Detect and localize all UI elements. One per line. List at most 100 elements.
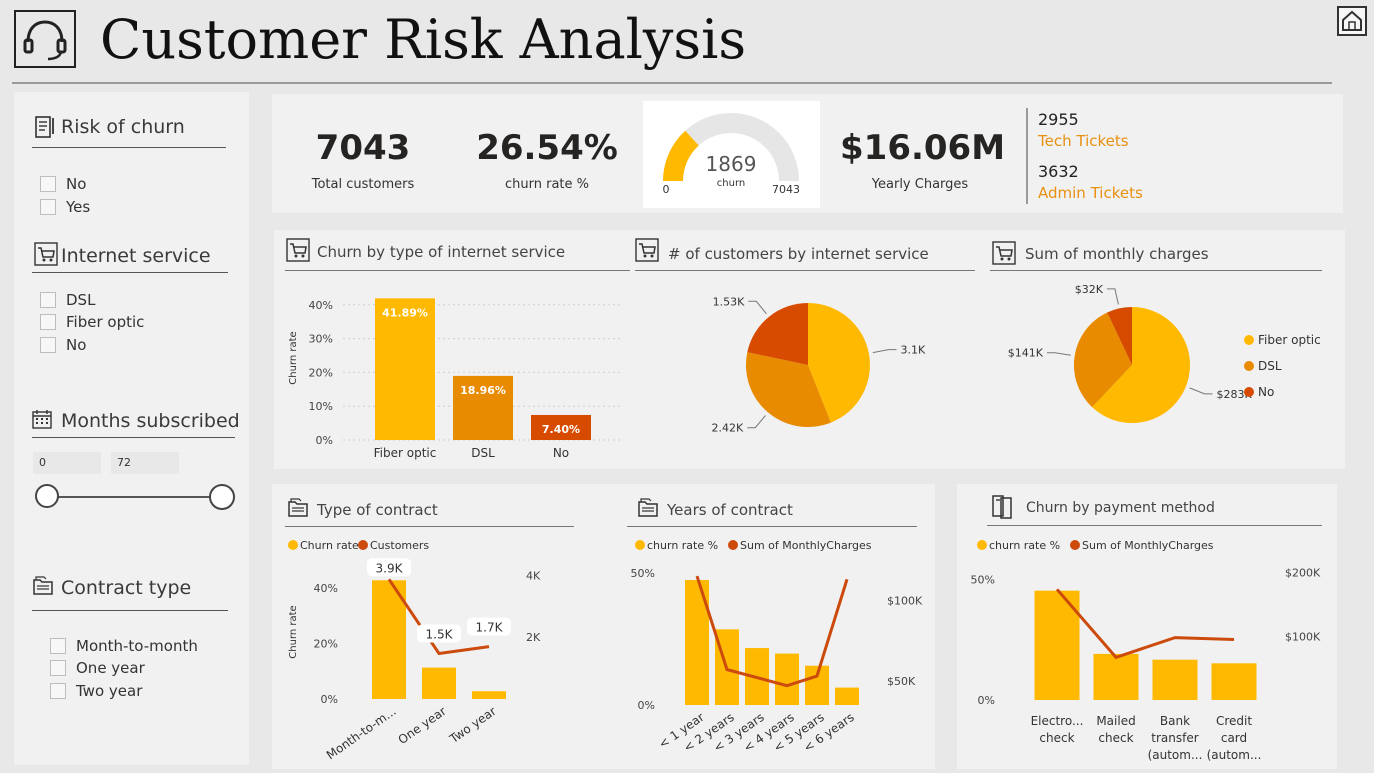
gauge-label: churn [717,178,745,189]
data-label: $32K [1075,283,1104,296]
leader-line [872,349,897,354]
legend-label: churn rate % [647,539,718,552]
bar [422,667,456,699]
chart-title: Type of contract [317,501,438,519]
x-tick-label: Credit [1216,714,1252,728]
y-tick-label: 0% [978,694,995,707]
y2-tick-label: $100K [1285,630,1321,643]
months-slicer-title: Months subscribed [61,410,240,432]
x-tick-label: check [1098,731,1133,745]
years-of-contract-chart: churn rate % Sum of MonthlyCharges 0% 50% $5… [631,539,923,755]
internet-option-dsl[interactable]: DSL [40,291,95,309]
legend-label: Fiber optic [1258,333,1321,347]
legend-marker [1244,361,1254,371]
internet-option-no[interactable]: No [40,336,86,354]
tech-tickets-label[interactable]: Tech Tickets [1038,132,1129,150]
folder-icon [637,497,659,523]
x-tick-label: transfer [1151,731,1198,745]
page-title: Customer Risk Analysis [100,8,747,71]
y-tick-label: 40% [314,582,338,595]
chart-title-rule [627,526,917,527]
checkbox[interactable] [40,292,56,308]
leader-line [1047,352,1071,356]
checkbox[interactable] [50,660,66,676]
cart-icon [992,241,1016,269]
risk-option-no[interactable]: No [40,175,86,193]
legend-label: DSL [1258,359,1282,373]
admin-tickets-label[interactable]: Admin Tickets [1038,184,1143,202]
internet-slicer-rule [32,272,228,273]
risk-option-yes[interactable]: Yes [40,198,90,216]
checkbox[interactable] [40,314,56,330]
headset-logo-icon [14,10,76,68]
y-tick-label: 10% [309,400,333,413]
risk-slicer-title: Risk of churn [61,116,185,138]
months-max-input[interactable]: 72 [111,452,179,474]
total-customers-value: 7043 [315,128,411,168]
y2-tick-label: $50K [887,675,916,688]
churn-by-payment-chart: churn rate % Sum of MonthlyCharges 0% 50% $1… [971,539,1321,762]
pie-slice [808,303,870,423]
pie-slice [1073,312,1132,408]
leader-line [1189,387,1213,395]
legend-marker [728,540,738,550]
x-tick-label: Month-to-m... [324,704,399,762]
checkbox[interactable] [40,176,56,192]
bar [453,375,513,440]
contract-option-two-year[interactable]: Two year [50,682,142,700]
y-tick-label: 40% [309,299,333,312]
chart-title-rule [635,270,975,271]
y-tick-label: 50% [631,567,655,580]
data-label: 1.5K [426,628,454,642]
gauge-value: 1869 [706,152,757,176]
months-min-input[interactable]: 0 [33,452,101,474]
checkbox[interactable] [50,638,66,654]
data-label: $141K [1008,347,1044,360]
pie-slice [747,303,808,365]
yearly-charges-value: $16.06M [840,128,1006,168]
x-tick-label: Electro... [1031,714,1084,728]
calendar-icon [32,409,52,433]
cart-icon [286,238,310,266]
x-tick-label: check [1039,731,1074,745]
payment-chart-panel [957,484,1337,769]
internet-option-fiber[interactable]: Fiber optic [40,313,144,331]
y-axis-label: Churn rate [288,605,299,658]
y2-tick-label: $200K [1285,567,1321,580]
cart-icon [635,238,659,266]
months-slider-track[interactable] [48,496,222,498]
y-tick-label: 0% [321,693,338,706]
data-label: 3.1K [901,344,926,357]
months-slider-min-handle[interactable] [35,484,59,508]
checkbox[interactable] [50,683,66,699]
checkbox[interactable] [40,199,56,215]
notepad-icon [34,115,56,143]
tickets-divider [1026,108,1028,204]
series-line [695,575,849,688]
total-customers-label: Total customers [311,177,415,192]
x-tick-label: Fiber optic [374,446,437,460]
chart-title: Churn by type of internet service [317,243,566,261]
x-tick-label: Bank [1160,714,1190,728]
chart-title-rule [987,525,1322,526]
y2-tick-label: 4K [526,569,541,582]
bar [1093,653,1139,700]
data-label: 1.53K [713,295,745,308]
months-slicer-rule [32,437,235,438]
x-tick-label: card [1221,731,1247,745]
checkbox[interactable] [40,337,56,353]
bar [375,298,435,440]
contract-option-month[interactable]: Month-to-month [50,637,198,655]
legend-label: Sum of MonthlyCharges [1082,539,1214,552]
legend-marker [358,540,368,550]
home-button[interactable] [1337,6,1367,36]
leader-line [1106,288,1119,305]
churn-rate-label: churn rate % [504,177,589,192]
monthly-charges-pie: $283K $141K $32K Fiber optic DSL No [1008,283,1321,423]
chart-title-rule [990,270,1322,271]
type-of-contract-chart: Churn rate Customers Churn rate 0% 20% 40% 2K 4… [288,539,541,762]
contract-option-one-year[interactable]: One year [50,659,145,677]
data-label: 2.42K [711,422,743,435]
months-slider-max-handle[interactable] [209,484,235,510]
churn-rate-value: 26.54% [476,128,618,168]
